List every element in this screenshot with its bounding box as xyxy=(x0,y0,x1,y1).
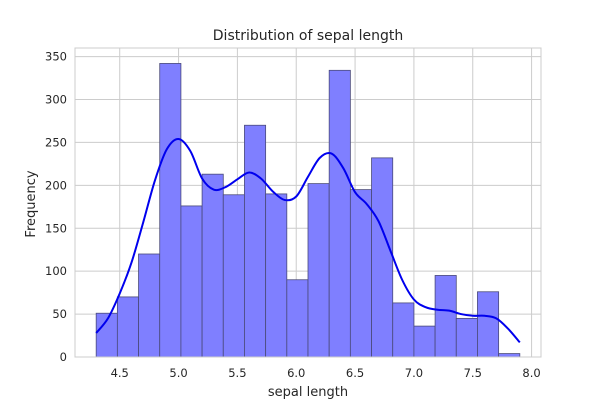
y-tick-label: 100 xyxy=(45,264,67,278)
y-tick-label: 250 xyxy=(45,135,67,149)
histogram-bar xyxy=(116,296,139,358)
x-tick-label: 4.5 xyxy=(111,366,129,380)
x-axis-label: sepal length xyxy=(268,385,348,400)
histogram-bar xyxy=(138,253,161,358)
histogram-bar xyxy=(244,124,267,358)
x-tick-label: 7.5 xyxy=(464,366,482,380)
histogram-bar xyxy=(477,291,500,358)
histogram-bar xyxy=(180,205,203,358)
y-tick-label: 200 xyxy=(45,178,67,192)
y-tick-label: 150 xyxy=(45,221,67,235)
histogram-bar xyxy=(159,63,182,358)
histogram-bar xyxy=(413,325,436,358)
y-axis-label: Frequency xyxy=(24,170,39,237)
x-tick-label: 8.0 xyxy=(522,366,540,380)
histogram-bar xyxy=(349,189,372,358)
bars-layer xyxy=(95,63,521,358)
kde-curve xyxy=(95,137,521,344)
y-tick-label: 0 xyxy=(60,350,67,364)
histogram-bar xyxy=(201,173,224,358)
histogram-bar xyxy=(307,183,330,358)
kde-layer xyxy=(95,137,521,344)
histogram-bar xyxy=(498,353,521,358)
x-tick-label: 7.0 xyxy=(405,366,423,380)
x-tick-label: 6.0 xyxy=(287,366,305,380)
axes-frame xyxy=(74,47,542,358)
y-tick-label: 350 xyxy=(45,50,67,64)
x-tick-label: 5.0 xyxy=(169,366,187,380)
x-tick-labels: 4.5 5.0 5.5 6.0 6.5 7.0 7.5 8.0 xyxy=(111,366,541,380)
histogram-bar xyxy=(265,193,288,358)
histogram-bar xyxy=(434,275,457,358)
histogram-bar xyxy=(392,302,415,358)
chart-title: Distribution of sepal length xyxy=(213,28,403,44)
histogram-bar xyxy=(286,279,309,358)
histogram-bar xyxy=(222,194,245,358)
y-tick-labels: 0 50 100 150 200 250 300 350 xyxy=(45,50,67,364)
histogram-bar xyxy=(328,69,351,358)
histogram-bar xyxy=(371,157,394,358)
histogram-bar xyxy=(455,317,478,358)
x-tick-label: 6.5 xyxy=(346,366,364,380)
x-tick-label: 5.5 xyxy=(228,366,246,380)
y-tick-label: 300 xyxy=(45,93,67,107)
y-tick-label: 50 xyxy=(52,307,67,321)
